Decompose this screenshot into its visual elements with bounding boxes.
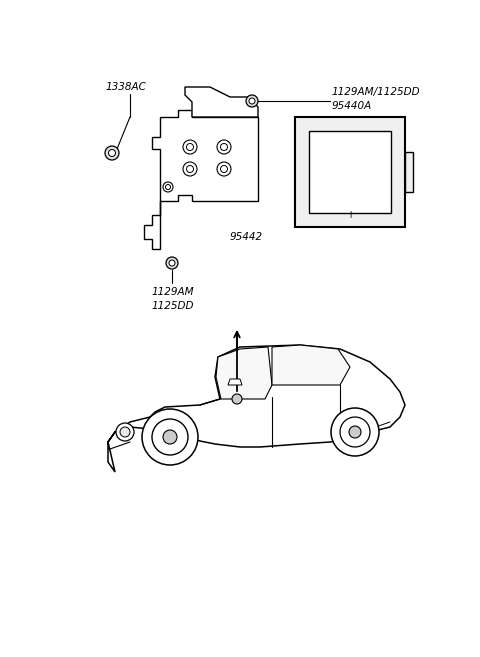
- Circle shape: [105, 146, 119, 160]
- Circle shape: [183, 162, 197, 176]
- Polygon shape: [185, 87, 258, 117]
- Circle shape: [116, 423, 134, 441]
- Text: 1125DD: 1125DD: [152, 301, 194, 311]
- Circle shape: [187, 166, 193, 173]
- Polygon shape: [144, 110, 258, 249]
- Circle shape: [183, 140, 197, 154]
- Text: 1129AM/1125DD: 1129AM/1125DD: [332, 87, 420, 97]
- Text: 95440A: 95440A: [332, 101, 372, 111]
- Bar: [309, 131, 391, 213]
- Circle shape: [163, 182, 173, 192]
- Bar: [405, 152, 413, 192]
- Circle shape: [120, 427, 130, 437]
- Circle shape: [152, 419, 188, 455]
- Circle shape: [217, 140, 231, 154]
- Polygon shape: [272, 345, 350, 385]
- Circle shape: [108, 150, 116, 156]
- Circle shape: [142, 409, 198, 465]
- Circle shape: [169, 260, 175, 266]
- Circle shape: [217, 162, 231, 176]
- Circle shape: [220, 143, 228, 150]
- Circle shape: [340, 417, 370, 447]
- Polygon shape: [108, 345, 405, 472]
- Circle shape: [249, 98, 255, 104]
- Circle shape: [166, 257, 178, 269]
- Circle shape: [349, 426, 361, 438]
- Circle shape: [246, 95, 258, 107]
- Circle shape: [166, 185, 170, 189]
- Circle shape: [232, 394, 242, 404]
- Circle shape: [220, 166, 228, 173]
- Circle shape: [331, 408, 379, 456]
- Circle shape: [187, 143, 193, 150]
- Text: 1129AM: 1129AM: [152, 287, 194, 297]
- Text: I: I: [349, 211, 351, 220]
- Polygon shape: [216, 347, 272, 399]
- Bar: [295, 117, 405, 227]
- Text: 1338AC: 1338AC: [105, 82, 146, 92]
- Circle shape: [163, 430, 177, 444]
- Text: 95442: 95442: [230, 232, 263, 242]
- Polygon shape: [228, 379, 242, 385]
